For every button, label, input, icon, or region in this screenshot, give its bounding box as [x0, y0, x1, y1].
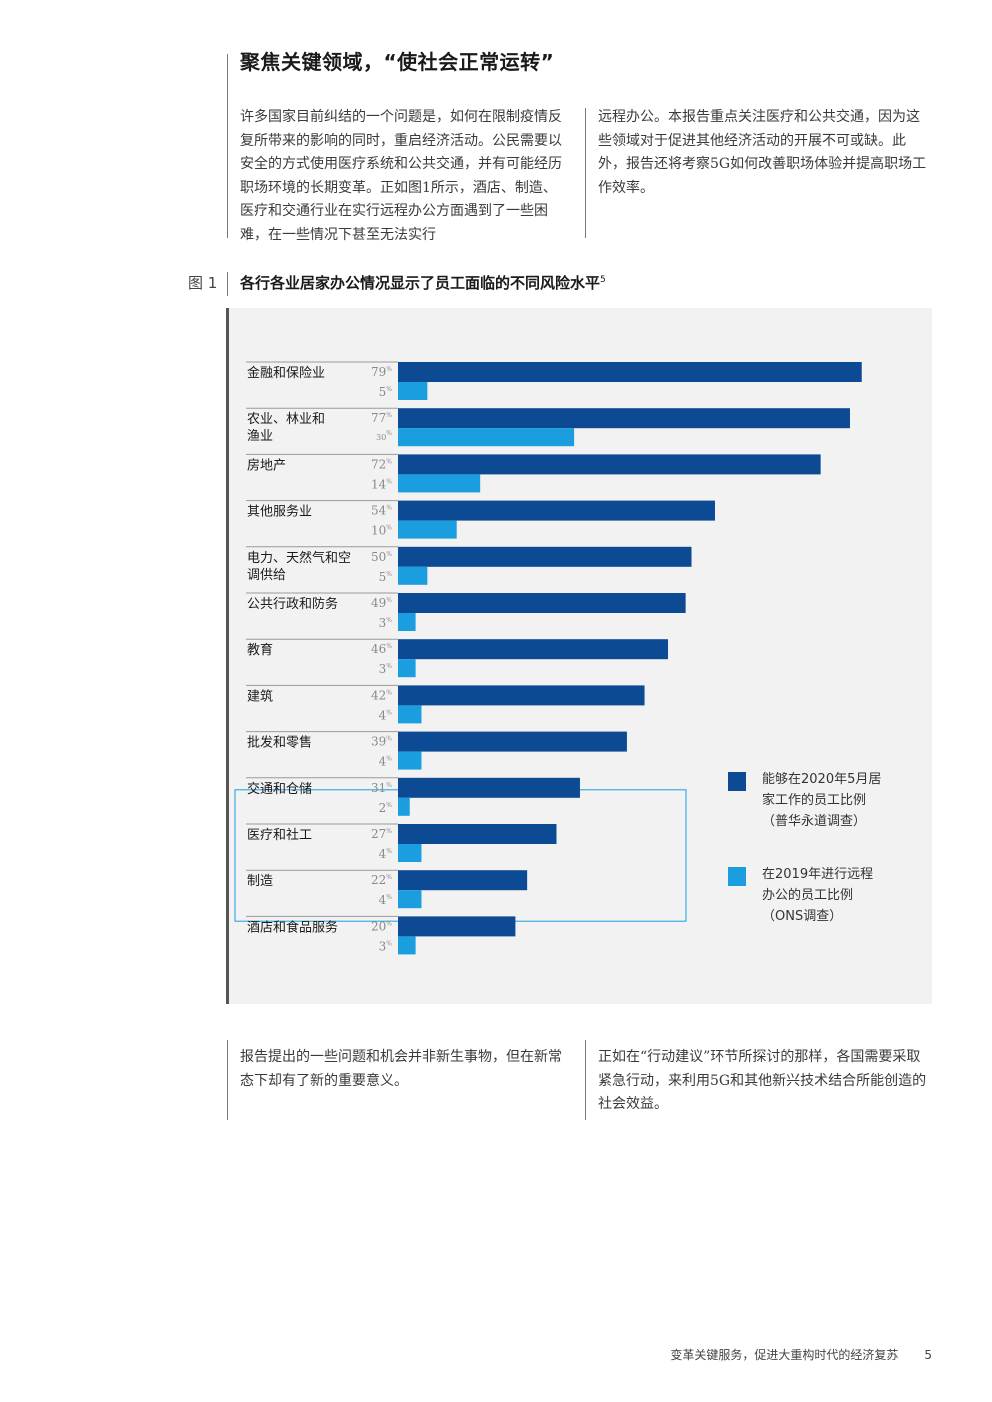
footer-text: 变革关键服务，促进大重构时代的经济复苏 [670, 1348, 899, 1362]
page-number: 5 [924, 1348, 932, 1362]
column-rule [585, 108, 586, 238]
chart-panel [229, 308, 932, 1004]
outro-paragraph-left: 报告提出的一些问题和机会并非新生事物，但在新常态下却有了新的重要意义。 [240, 1049, 562, 1089]
chart-accent-bar [226, 308, 229, 1004]
section-title: 聚焦关键领域，“使社会正常运转” [240, 50, 555, 74]
figure-title-text: 各行各业居家办公情况显示了员工面临的不同风险水平 [240, 274, 601, 292]
page-footer: 变革关键服务，促进大重构时代的经济复苏 5 [670, 1346, 932, 1363]
outro-paragraph-right: 正如在“行动建议”环节所探讨的那样，各国需要采取紧急行动，来利用5G和其他新兴技… [598, 1049, 927, 1112]
left-rule-bottom [227, 1040, 228, 1120]
column-rule-bottom [585, 1040, 586, 1120]
figure-title-footnote: 5 [600, 275, 606, 285]
figure-rule [227, 272, 228, 296]
figure-label: 图 1 [188, 274, 218, 292]
left-rule [227, 54, 228, 238]
intro-paragraph-right: 远程办公。本报告重点关注医疗和公共交通，因为这些领域对于促进其他经济活动的开展不… [598, 109, 927, 196]
figure-title: 各行各业居家办公情况显示了员工面临的不同风险水平5 [240, 272, 606, 293]
intro-paragraph-left: 许多国家目前纠结的一个问题是，如何在限制疫情反复所带来的影响的同时，重启经济活动… [240, 109, 562, 243]
